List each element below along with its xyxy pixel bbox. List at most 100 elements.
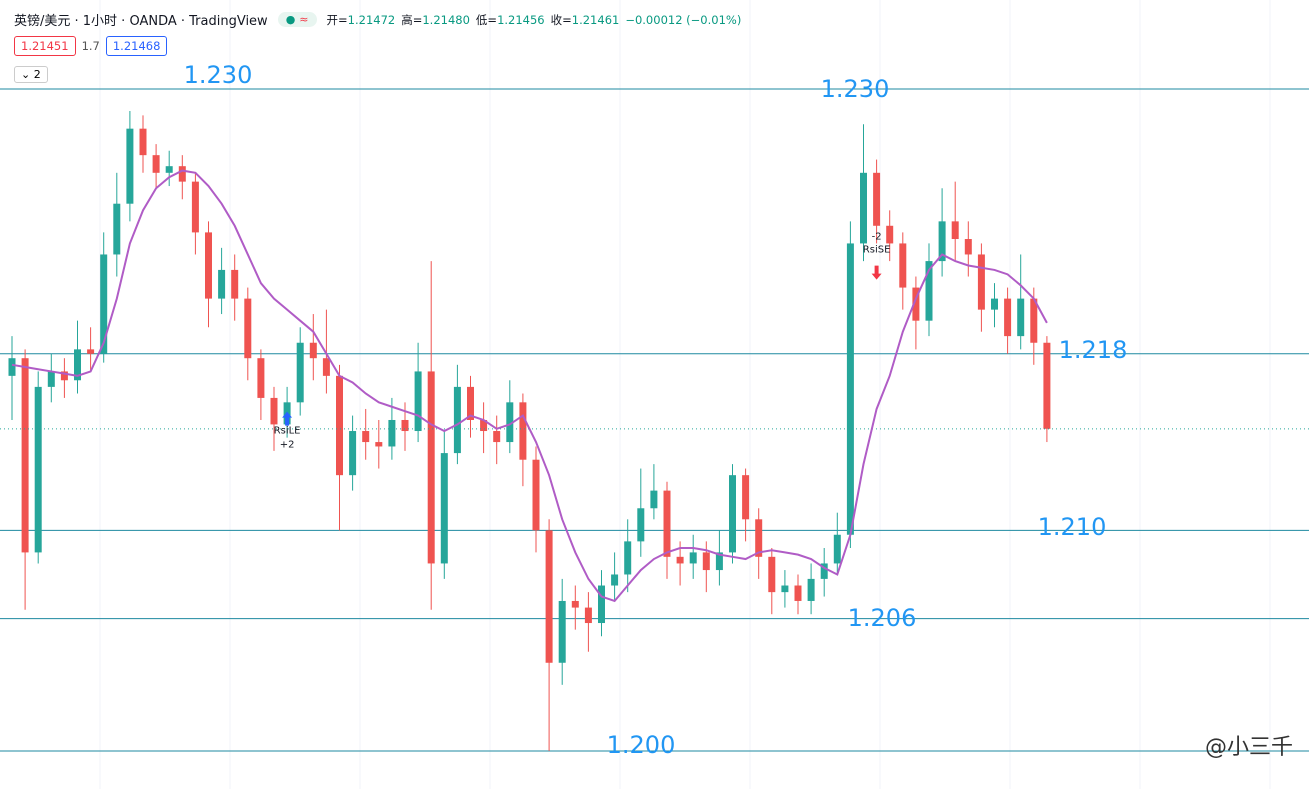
candle-body xyxy=(113,203,121,255)
candle-body xyxy=(964,239,972,255)
candle-body xyxy=(951,221,959,240)
level-label: 1.210 xyxy=(1038,513,1107,541)
candle-body xyxy=(178,166,186,182)
candle-body xyxy=(545,530,553,663)
symbol[interactable]: 英镑/美元 · 1小时 · OANDA · TradingView xyxy=(14,14,268,29)
candle-body xyxy=(349,431,357,476)
candle-body xyxy=(702,552,710,571)
candle-body xyxy=(611,574,619,586)
change: −0.00012 (−0.01%) xyxy=(625,12,742,27)
level-label: 1.230 xyxy=(184,61,253,89)
candle-body xyxy=(938,221,946,262)
spread: 1.7 xyxy=(81,39,100,53)
header: 英镑/美元 · 1小时 · OANDA · TradingView ● ≈ 开=1… xyxy=(14,10,741,29)
candle-body xyxy=(244,298,252,359)
candle-body xyxy=(21,358,29,553)
candle-body xyxy=(715,552,723,571)
candle-body xyxy=(414,371,422,432)
candle-body xyxy=(74,349,81,381)
ohlc-label: 低= xyxy=(475,12,498,27)
candle-body xyxy=(598,585,605,624)
candle-body xyxy=(34,386,42,553)
ohlc-value: 1.21472 xyxy=(347,12,396,27)
level-label: 1.200 xyxy=(607,731,676,759)
candle-body xyxy=(60,371,68,381)
level-label: 1.218 xyxy=(1059,336,1128,364)
candle-body xyxy=(1030,298,1038,343)
candle-body xyxy=(480,419,488,432)
candle-body xyxy=(493,431,501,443)
candle-body xyxy=(807,578,815,601)
ohlc-label: 开= xyxy=(326,12,348,27)
candle-body xyxy=(139,128,147,156)
status[interactable]: ● ≈ xyxy=(277,12,317,27)
ohlc: 开=1.21472 高=1.21480 低=1.21456 收=1.21461 −0.0… xyxy=(327,12,742,28)
ohlc-label: 收= xyxy=(550,12,572,27)
candle-body xyxy=(624,541,632,575)
bid[interactable]: 1.21451 xyxy=(14,36,76,56)
candle-body xyxy=(742,475,750,520)
indicator-count: 2 xyxy=(33,68,41,81)
candle-body xyxy=(1017,298,1025,337)
candle-body xyxy=(768,556,776,593)
watermark: @小三千 xyxy=(1204,735,1293,760)
quote-chips: 1.21451 1.7 1.21468 xyxy=(14,36,168,56)
candle-body xyxy=(388,419,396,447)
candle-body xyxy=(401,419,409,432)
ohlc-value: 1.21461 xyxy=(571,12,620,27)
ask[interactable]: 1.21468 xyxy=(105,36,168,56)
candle-body xyxy=(1004,298,1012,337)
ohlc-item: 低=1.21456 xyxy=(476,13,545,27)
candle-body xyxy=(676,556,684,564)
candle-body xyxy=(309,342,317,359)
signal-arrow xyxy=(871,265,882,280)
candle-body xyxy=(218,269,226,299)
candle-body xyxy=(440,453,448,564)
ohlc-label: 高= xyxy=(401,12,423,27)
candle-body xyxy=(296,342,304,403)
candle-body xyxy=(860,172,867,244)
candle-body xyxy=(506,402,514,443)
candle-body xyxy=(886,225,894,244)
candle-body xyxy=(467,386,474,420)
candle-body xyxy=(637,508,645,542)
signal-arrow xyxy=(282,411,293,426)
candle-body xyxy=(165,166,173,173)
candle-body xyxy=(47,371,55,387)
signal-name: RsiSE xyxy=(863,245,891,256)
candle-body xyxy=(558,600,566,663)
candle-body xyxy=(519,402,527,460)
candle-body xyxy=(846,243,854,535)
candle-body xyxy=(912,287,920,321)
ohlc-value: 1.21456 xyxy=(497,12,545,27)
candle-body xyxy=(833,534,841,564)
candle-body xyxy=(322,358,330,376)
candle-body xyxy=(427,371,435,564)
candle-body xyxy=(755,519,763,557)
signal-name: RsiLE xyxy=(274,426,301,437)
candle-body xyxy=(794,585,802,601)
candle-body xyxy=(191,181,199,233)
ohlc-item: 开=1.21472 xyxy=(327,13,396,27)
candle-body xyxy=(925,261,933,321)
candle-body xyxy=(270,397,278,425)
indicator-toggle[interactable]: ⌄ 2 xyxy=(14,66,48,83)
candle-body xyxy=(689,552,697,564)
ohlc-item: 收=1.21461 xyxy=(551,13,620,27)
signal-qty: -2 xyxy=(872,232,882,243)
candle-body xyxy=(977,254,985,310)
candle-body xyxy=(650,490,658,509)
candle-body xyxy=(126,128,134,204)
candle-body xyxy=(8,358,16,376)
candle-body xyxy=(899,243,907,288)
candle-body xyxy=(820,563,828,579)
candle-body xyxy=(991,298,998,310)
candle-body xyxy=(205,232,212,299)
candle-body xyxy=(781,585,789,593)
candle-body xyxy=(571,600,579,608)
ohlc-item: 高=1.21480 xyxy=(401,13,470,27)
candle-body xyxy=(375,442,383,447)
candle-body xyxy=(532,459,540,531)
